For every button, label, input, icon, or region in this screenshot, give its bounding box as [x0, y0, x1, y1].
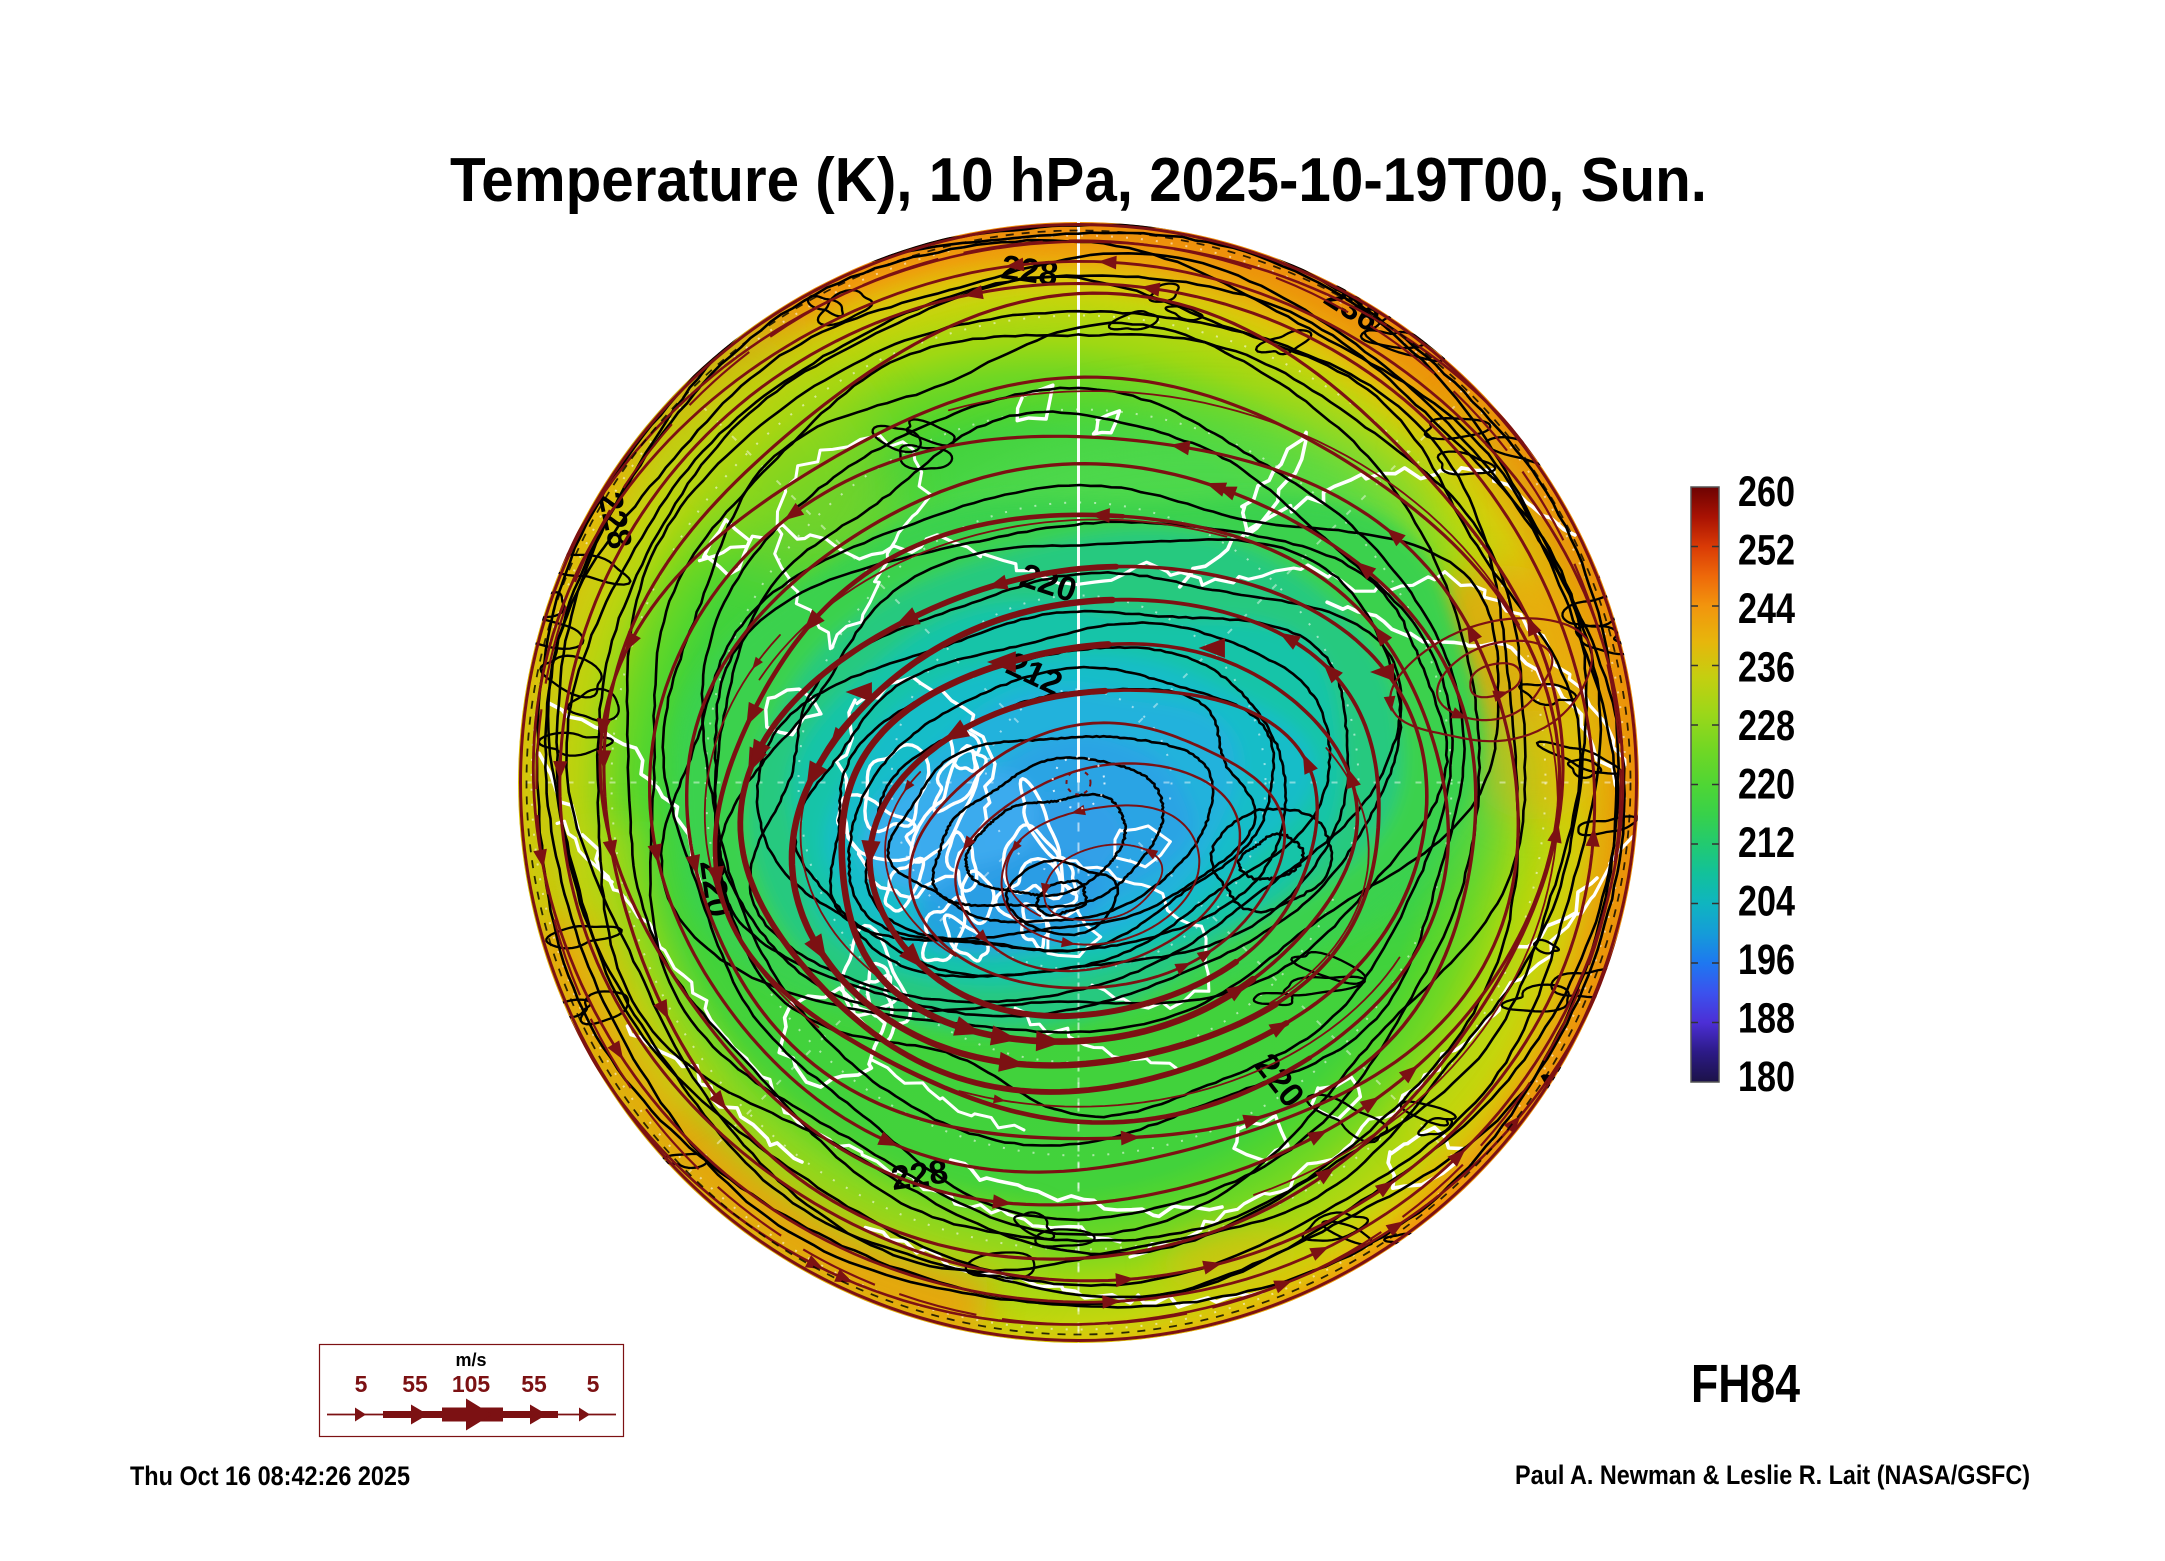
svg-text:244: 244 — [1738, 585, 1795, 633]
svg-text:m/s: m/s — [455, 1350, 486, 1370]
svg-text:228: 228 — [1738, 702, 1795, 750]
svg-text:Temperature (K), 10 hPa, 2025-: Temperature (K), 10 hPa, 2025-10-19T00, … — [450, 146, 1707, 215]
svg-text:FH84: FH84 — [1691, 1354, 1800, 1414]
svg-text:204: 204 — [1738, 878, 1795, 926]
svg-text:5: 5 — [355, 1371, 368, 1397]
svg-text:220: 220 — [1738, 761, 1795, 809]
svg-text:5: 5 — [587, 1371, 600, 1397]
svg-text:212: 212 — [1738, 819, 1795, 867]
svg-text:Thu Oct 16 08:42:26 2025: Thu Oct 16 08:42:26 2025 — [130, 1461, 410, 1491]
svg-text:236: 236 — [1738, 644, 1795, 692]
svg-text:Paul A. Newman & Leslie R. Lai: Paul A. Newman & Leslie R. Lait (NASA/GS… — [1515, 1460, 2030, 1490]
svg-text:105: 105 — [452, 1371, 491, 1397]
svg-text:196: 196 — [1738, 936, 1795, 984]
svg-text:55: 55 — [521, 1371, 547, 1397]
svg-text:180: 180 — [1738, 1053, 1795, 1101]
svg-text:252: 252 — [1738, 527, 1795, 575]
svg-text:55: 55 — [402, 1371, 428, 1397]
svg-text:260: 260 — [1738, 468, 1795, 516]
svg-text:188: 188 — [1738, 995, 1795, 1043]
